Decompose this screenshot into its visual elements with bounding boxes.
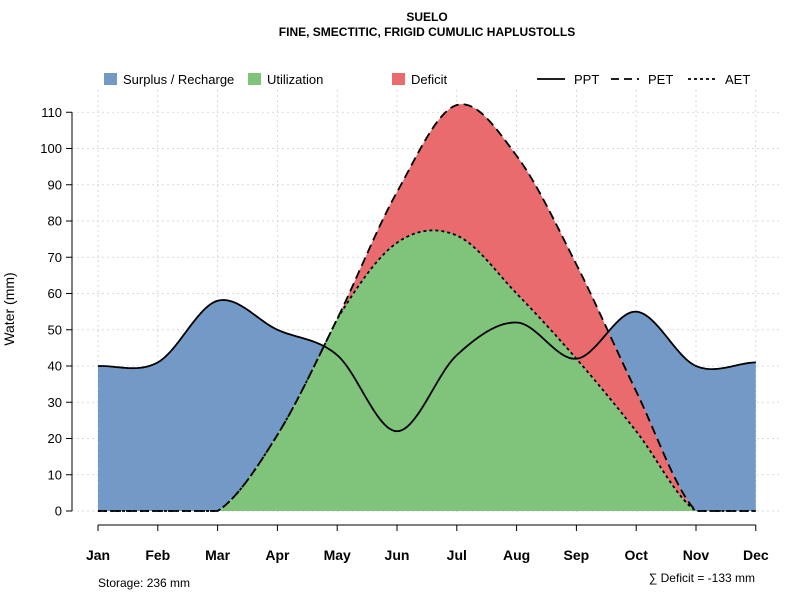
x-tick-label-feb: Feb	[145, 547, 170, 563]
chart-subtitle: FINE, SMECTITIC, FRIGID CUMULIC HAPLUSTO…	[279, 25, 575, 39]
y-tick-label: 10	[48, 467, 62, 482]
legend-swatch-0	[104, 73, 117, 85]
series-line-ppt	[97, 299, 756, 433]
y-tick-label: 40	[48, 359, 62, 374]
utilization-area	[98, 230, 756, 432]
x-tick-label-oct: Oct	[625, 547, 649, 563]
chart-title: SUELO	[406, 10, 447, 24]
series-line-pet	[98, 103, 756, 512]
y-tick-label: 100	[40, 141, 62, 156]
x-tick-label-dec: Dec	[743, 547, 769, 563]
y-axis-title: Water (mm)	[1, 272, 17, 345]
y-tick-label: 90	[48, 177, 62, 192]
legend-label-pet: PET	[648, 72, 673, 87]
legend-label-fill-0: Surplus / Recharge	[123, 72, 234, 87]
axes: 0 10 20 30 40 50 60 70 80 90 100 110 Jan Feb Mar Apr May…	[40, 105, 769, 563]
y-tick-label: 20	[48, 431, 62, 446]
x-tick-label-may: May	[324, 547, 351, 563]
legend-label-fill-1: Utilization	[267, 72, 323, 87]
x-tick-label-sep: Sep	[564, 547, 590, 563]
y-tick-label: 30	[48, 395, 62, 410]
x-tick-label-aug: Aug	[503, 547, 530, 563]
y-tick-label: 50	[48, 322, 62, 337]
x-tick-label-mar: Mar	[205, 547, 230, 563]
fill-areas	[98, 104, 756, 511]
y-tick-label: 60	[48, 286, 62, 301]
legend-label-fill-2: Deficit	[411, 72, 448, 87]
series-lines	[97, 103, 756, 512]
legend-label-aet: AET	[725, 72, 750, 87]
deficit-area	[98, 104, 756, 511]
y-tick-label: 0	[55, 504, 62, 519]
y-tick-label: 80	[48, 214, 62, 229]
y-tick-label: 110	[41, 105, 62, 120]
x-tick-label-jul: Jul	[447, 547, 467, 563]
y-tick-label: 70	[48, 250, 62, 265]
x-tick-label-jan: Jan	[86, 547, 110, 563]
x-tick-label-jun: Jun	[385, 547, 410, 563]
x-tick-label-apr: Apr	[265, 547, 290, 563]
series-line-aet	[98, 229, 756, 512]
utilization-area-base	[98, 322, 756, 511]
deficit-annotation: ∑ Deficit = -133 mm	[649, 571, 755, 585]
storage-annotation: Storage: 236 mm	[98, 576, 190, 590]
legend: Surplus / Recharge Utilization Deficit PPT P…	[104, 72, 750, 87]
x-tick-label-nov: Nov	[683, 547, 710, 563]
legend-swatch-2	[392, 73, 405, 85]
legend-label-ppt: PPT	[574, 72, 599, 87]
legend-swatch-1	[248, 73, 261, 85]
